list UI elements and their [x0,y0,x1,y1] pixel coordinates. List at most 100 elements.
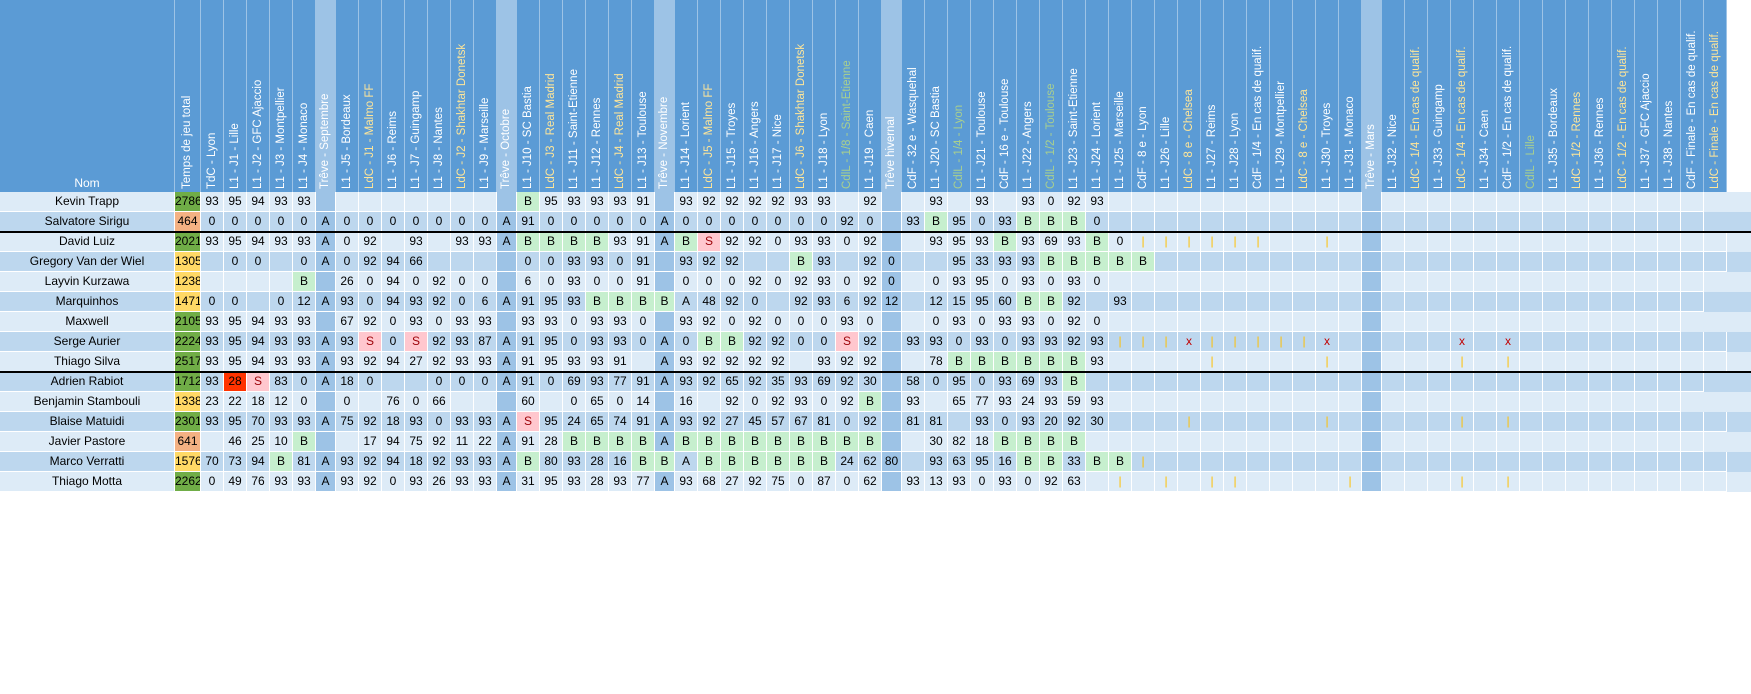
match-cell[interactable] [882,232,902,252]
match-cell[interactable] [270,252,293,272]
match-cell[interactable] [1474,352,1497,372]
match-cell[interactable] [1316,392,1339,412]
match-cell[interactable] [882,352,902,372]
match-cell[interactable]: 95 [224,332,247,352]
match-cell[interactable] [359,392,382,412]
match-cell[interactable]: 93 [994,372,1017,392]
match-cell[interactable] [1451,432,1474,452]
match-cell[interactable]: 24 [563,412,586,432]
column-header[interactable]: CdF - 8 e - Lyon [1132,0,1155,192]
match-cell[interactable] [1474,272,1497,292]
match-cell[interactable]: 93 [293,472,316,492]
match-cell[interactable]: 93 [451,472,474,492]
match-cell[interactable]: 91 [517,432,540,452]
column-header[interactable]: L1 - J20 - SC Bastia [925,0,948,192]
column-header[interactable]: L1 - J19 - Caen [859,0,882,192]
match-cell[interactable]: 76 [382,392,405,412]
match-cell[interactable]: 26 [336,272,359,292]
match-cell[interactable]: 95 [224,192,247,212]
match-cell[interactable] [1405,392,1428,412]
match-cell[interactable] [1658,372,1681,392]
match-cell[interactable]: 93 [948,272,971,292]
match-cell[interactable]: 93 [405,232,428,252]
match-cell[interactable] [1293,472,1316,492]
player-name-cell[interactable]: Marquinhos [0,292,175,312]
match-cell[interactable] [1339,392,1362,412]
match-cell[interactable] [1405,292,1428,312]
table-row[interactable]: Benjamin Stambouli 1338 23 22 18 12 0 0 76 0 66 60 0… [0,392,1751,412]
match-cell[interactable]: 92 [359,352,382,372]
match-cell[interactable] [1178,312,1201,332]
table-row[interactable]: Layvin Kurzawa 1238 B 26 0 94 0 92 0 0 6 0 93 0 0 91 0 0 0… [0,272,1751,292]
match-cell[interactable]: B [517,192,540,212]
match-cell[interactable]: 0 [405,212,428,232]
match-cell[interactable]: B [767,452,790,472]
match-cell[interactable]: S [247,372,270,392]
column-header[interactable]: LdC - J2 - Shakhtar Donetsk [451,0,474,192]
match-cell[interactable] [1428,412,1451,432]
match-cell[interactable]: 93 [586,352,609,372]
match-cell[interactable] [1224,272,1247,292]
match-cell[interactable]: 92 [698,312,721,332]
match-cell[interactable]: 93 [336,332,359,352]
match-cell[interactable]: 92 [744,332,767,352]
match-cell[interactable] [1132,432,1155,452]
match-cell[interactable] [1589,392,1612,412]
match-cell[interactable] [1270,452,1293,472]
column-header[interactable]: Trêve - Novembre [655,0,675,192]
match-cell[interactable] [1635,312,1658,332]
match-cell[interactable] [882,412,902,432]
match-cell[interactable] [1566,332,1589,352]
match-cell[interactable] [1474,452,1497,472]
match-cell[interactable]: 0 [994,332,1017,352]
match-cell[interactable]: 92 [790,292,813,312]
match-cell[interactable]: 95 [948,212,971,232]
column-header[interactable]: L1 - J6 - Reims [382,0,405,192]
match-cell[interactable]: 0 [270,292,293,312]
match-cell[interactable] [1405,372,1428,392]
match-cell[interactable]: S [359,332,382,352]
match-cell[interactable]: B [698,452,721,472]
match-cell[interactable]: 0 [336,252,359,272]
match-cell[interactable]: 93 [474,452,497,472]
match-cell[interactable] [1339,312,1362,332]
match-cell[interactable]: 93 [994,392,1017,412]
match-cell[interactable] [902,432,925,452]
match-cell[interactable]: 93 [270,412,293,432]
match-cell[interactable]: 0 [925,372,948,392]
match-cell[interactable]: 92 [859,192,882,212]
match-cell[interactable] [1339,412,1362,432]
match-cell[interactable] [1635,472,1658,492]
match-cell[interactable]: | [1224,332,1247,352]
match-cell[interactable]: 93 [336,292,359,312]
match-cell[interactable] [1704,452,1727,472]
table-row[interactable]: Javier Pastore 641 46 25 10 B 17 94 75 92 11 22 A 91 2… [0,432,1751,452]
match-cell[interactable] [1543,432,1566,452]
match-cell[interactable] [1520,392,1543,412]
match-cell[interactable] [1382,232,1405,252]
column-header[interactable]: L1 - J8 - Nantes [428,0,451,192]
match-cell[interactable] [1362,192,1382,212]
match-cell[interactable] [1201,392,1224,412]
match-cell[interactable]: S [517,412,540,432]
match-cell[interactable] [1382,412,1405,432]
match-cell[interactable]: 95 [540,192,563,212]
total-time-cell[interactable]: 2021 [175,232,201,252]
match-cell[interactable] [1451,312,1474,332]
match-cell[interactable] [1270,472,1293,492]
match-cell[interactable]: 95 [224,352,247,372]
match-cell[interactable]: B [632,452,655,472]
match-cell[interactable] [1428,432,1451,452]
match-cell[interactable]: 0 [882,272,902,292]
match-cell[interactable]: 95 [540,472,563,492]
match-cell[interactable] [1178,212,1201,232]
match-cell[interactable] [1543,352,1566,372]
match-cell[interactable]: 66 [405,252,428,272]
match-cell[interactable]: 92 [836,352,859,372]
match-cell[interactable]: 75 [767,472,790,492]
match-cell[interactable]: 65 [721,372,744,392]
match-cell[interactable] [1270,352,1293,372]
match-cell[interactable] [1201,452,1224,472]
match-cell[interactable]: 6 [474,292,497,312]
match-cell[interactable]: B [609,292,632,312]
